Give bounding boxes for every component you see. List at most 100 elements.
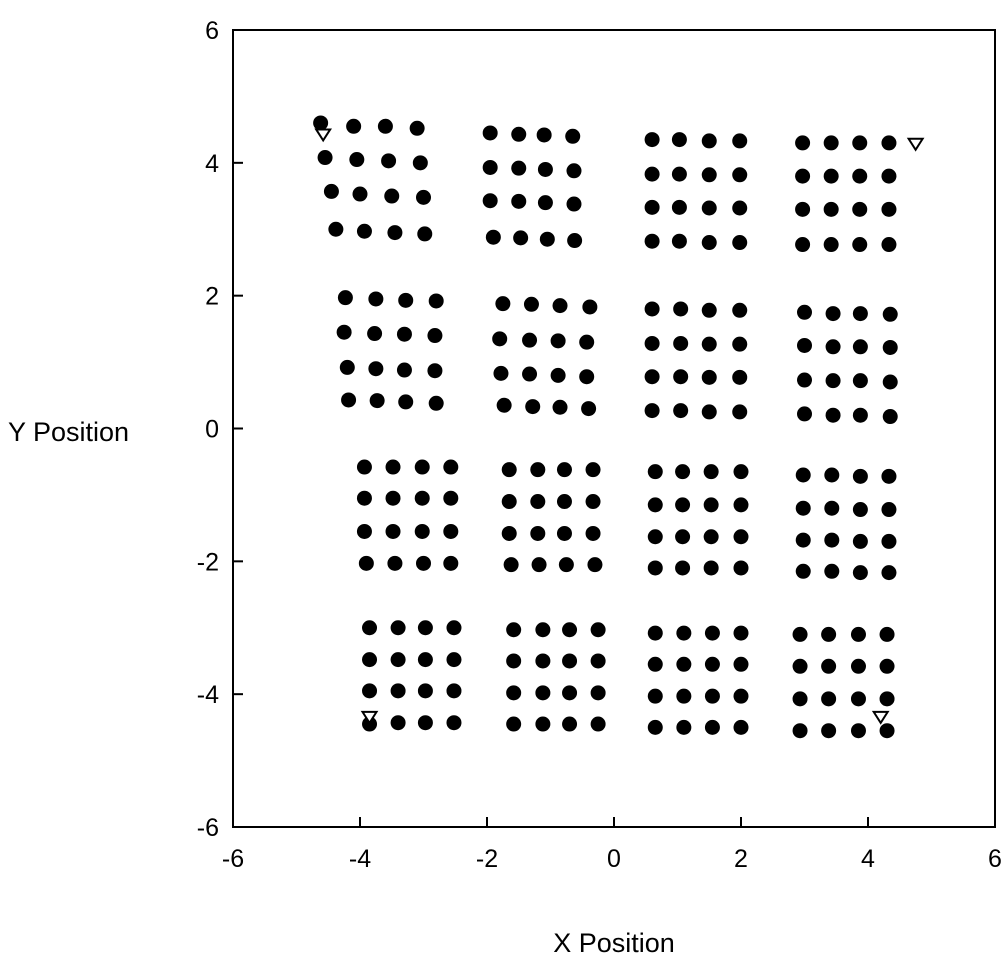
data-point xyxy=(675,464,691,480)
data-point xyxy=(368,361,384,377)
data-point xyxy=(852,533,868,549)
y-tick-label: -6 xyxy=(197,814,219,842)
data-point xyxy=(673,335,689,351)
data-point xyxy=(881,565,897,581)
data-point xyxy=(701,369,717,385)
data-point xyxy=(673,301,689,317)
data-point xyxy=(881,533,897,549)
data-point xyxy=(821,691,837,707)
triangle-marker xyxy=(360,710,379,725)
x-tick-label: 4 xyxy=(861,845,875,873)
data-point xyxy=(511,160,527,176)
data-point xyxy=(852,468,868,484)
data-point xyxy=(356,523,372,539)
data-point xyxy=(647,529,663,545)
data-point xyxy=(482,193,498,209)
data-point xyxy=(704,656,720,672)
data-point xyxy=(443,555,459,571)
data-point xyxy=(385,490,401,506)
data-point xyxy=(550,367,566,383)
data-point xyxy=(536,127,552,143)
x-tick-label: -6 xyxy=(222,845,244,873)
data-point xyxy=(522,332,538,348)
data-point xyxy=(396,326,412,342)
data-point xyxy=(390,683,406,699)
data-point xyxy=(511,126,527,142)
data-point xyxy=(644,335,660,351)
data-point xyxy=(644,403,660,419)
y-tick-label: 6 xyxy=(205,17,219,45)
data-point xyxy=(823,135,839,151)
data-point xyxy=(879,626,895,642)
data-point xyxy=(879,658,895,674)
x-axis-title: X Position xyxy=(553,928,675,958)
data-point xyxy=(535,653,551,669)
data-point xyxy=(482,159,498,175)
data-point xyxy=(537,195,553,211)
data-point xyxy=(676,656,692,672)
data-point xyxy=(323,183,339,199)
data-point xyxy=(416,189,431,205)
data-point xyxy=(644,369,660,385)
data-point xyxy=(881,135,897,151)
data-point xyxy=(328,221,344,237)
data-point xyxy=(556,462,572,478)
data-point xyxy=(535,716,551,732)
data-point xyxy=(647,560,663,576)
data-point xyxy=(362,683,378,699)
data-point xyxy=(409,120,425,136)
triangle-marker xyxy=(871,710,890,725)
data-point xyxy=(427,328,443,344)
data-point xyxy=(795,201,811,217)
data-point xyxy=(362,620,378,636)
data-point xyxy=(797,406,812,422)
data-point xyxy=(501,462,517,478)
data-point xyxy=(582,299,598,315)
data-point xyxy=(675,529,691,545)
data-point xyxy=(556,494,572,510)
data-point xyxy=(341,392,357,408)
data-point xyxy=(703,464,719,480)
data-point xyxy=(824,563,840,579)
data-point xyxy=(821,658,837,674)
data-point xyxy=(506,685,522,701)
data-point xyxy=(823,201,839,217)
data-point xyxy=(821,723,837,739)
x-tick-label: -2 xyxy=(476,845,498,873)
data-point xyxy=(823,237,839,253)
data-point xyxy=(587,557,603,573)
data-point xyxy=(795,563,811,579)
y-tick-label: 0 xyxy=(205,416,219,444)
data-point xyxy=(644,233,660,249)
data-point xyxy=(414,523,430,539)
data-point xyxy=(733,529,749,545)
data-point xyxy=(852,565,868,581)
data-point xyxy=(356,223,372,239)
y-tick-label: -2 xyxy=(197,548,219,576)
data-point xyxy=(792,691,808,707)
data-point xyxy=(501,525,517,541)
data-point xyxy=(550,333,566,349)
data-point xyxy=(390,715,406,731)
data-points xyxy=(313,115,925,739)
data-point xyxy=(675,497,691,513)
data-point xyxy=(398,394,414,410)
data-point xyxy=(414,490,430,506)
data-point xyxy=(585,494,601,510)
data-point xyxy=(585,525,601,541)
data-point xyxy=(562,716,578,732)
data-point xyxy=(535,685,551,701)
data-point xyxy=(732,369,748,385)
y-axis-ticks: 6 4 2 0 -2 -4 -6 xyxy=(197,17,243,842)
y-tick-label: 4 xyxy=(205,150,219,178)
data-point xyxy=(671,199,687,215)
data-point xyxy=(556,525,572,541)
data-point xyxy=(566,163,582,179)
x-tick-label: 0 xyxy=(607,845,621,873)
data-point xyxy=(390,620,406,636)
data-point xyxy=(412,155,428,171)
x-tick-label: -4 xyxy=(349,845,371,873)
data-point xyxy=(590,716,606,732)
data-point xyxy=(732,200,748,216)
data-point xyxy=(530,494,546,510)
